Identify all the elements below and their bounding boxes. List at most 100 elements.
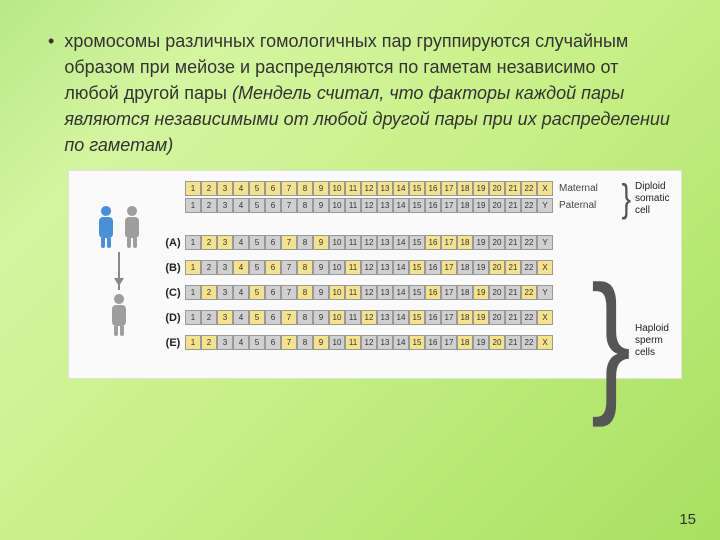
haploid-label: Haploid sperm cells: [635, 323, 677, 359]
gamete-row-c: (C)12345678910111213141516171819202122Y: [161, 285, 598, 300]
chrom-cell: 3: [217, 285, 233, 300]
chrom-cell: 15: [409, 235, 425, 250]
chrom-cell: 3: [217, 198, 233, 213]
chrom-cell: 8: [297, 235, 313, 250]
chrom-cell: 14: [393, 181, 409, 196]
chrom-cell: 7: [281, 335, 297, 350]
chrom-cell: 9: [313, 285, 329, 300]
chrom-cell: 9: [313, 198, 329, 213]
chrom-cell: 19: [473, 310, 489, 325]
chrom-cell: 1: [185, 285, 201, 300]
chrom-cell: 6: [265, 235, 281, 250]
chrom-cell: 7: [281, 235, 297, 250]
maternal-row: 12345678910111213141516171819202122X Mat…: [161, 181, 598, 196]
chrom-cell: 3: [217, 181, 233, 196]
chrom-cell: 18: [457, 235, 473, 250]
chrom-cell: 2: [201, 310, 217, 325]
chrom-cell: 3: [217, 310, 233, 325]
paternal-row: 12345678910111213141516171819202122Y Pat…: [161, 198, 598, 213]
chrom-cell: 7: [281, 260, 297, 275]
chrom-cell: 14: [393, 235, 409, 250]
chrom-cell: 6: [265, 285, 281, 300]
chrom-cell: 13: [377, 285, 393, 300]
row-label: (E): [161, 337, 185, 349]
chrom-cell: 4: [233, 260, 249, 275]
chrom-cell: 21: [505, 181, 521, 196]
chrom-cell: 4: [233, 335, 249, 350]
row-label: (A): [161, 237, 185, 249]
chrom-cell: 7: [281, 310, 297, 325]
sex-chrom-cell: X: [537, 335, 553, 350]
chrom-cell: 18: [457, 181, 473, 196]
chrom-cell: 11: [345, 181, 361, 196]
gamete-row-d: (D)12345678910111213141516171819202122X: [161, 310, 598, 325]
chrom-cell: 6: [265, 310, 281, 325]
chrom-cell: 15: [409, 260, 425, 275]
chrom-cell: 15: [409, 285, 425, 300]
chrom-cell: 13: [377, 235, 393, 250]
chrom-cell: 19: [473, 235, 489, 250]
chrom-cell: 3: [217, 235, 233, 250]
chrom-cell: 5: [249, 181, 265, 196]
chrom-cell: 2: [201, 285, 217, 300]
chrom-cell: 14: [393, 198, 409, 213]
father-icon: [119, 206, 145, 248]
chrom-cell: 6: [265, 335, 281, 350]
chrom-cell: 4: [233, 310, 249, 325]
paternal-label: Paternal: [559, 200, 596, 211]
chrom-cell: 11: [345, 310, 361, 325]
chrom-cell: 10: [329, 335, 345, 350]
chrom-cell: 12: [361, 285, 377, 300]
chrom-cell: 20: [489, 235, 505, 250]
chrom-cell: 4: [233, 285, 249, 300]
chrom-cell: 12: [361, 310, 377, 325]
chrom-cell: 13: [377, 181, 393, 196]
chrom-cell: 6: [265, 260, 281, 275]
chrom-cell: 14: [393, 260, 409, 275]
chrom-cell: 2: [201, 235, 217, 250]
row-label: (B): [161, 262, 185, 274]
chrom-cell: 5: [249, 310, 265, 325]
chrom-cell: 12: [361, 235, 377, 250]
chrom-cell: 15: [409, 310, 425, 325]
chrom-cell: 22: [521, 335, 537, 350]
chrom-cell: 4: [233, 181, 249, 196]
chrom-cell: 12: [361, 181, 377, 196]
chrom-cell: 3: [217, 335, 233, 350]
page-number: 15: [679, 511, 696, 528]
sex-chrom-cell: Y: [537, 198, 553, 213]
chrom-cell: 5: [249, 285, 265, 300]
chrom-cell: 9: [313, 260, 329, 275]
bullet-text: хромосомы различных гомологичных пар гру…: [64, 28, 672, 158]
chrom-cell: 17: [441, 260, 457, 275]
chrom-cell: 1: [185, 181, 201, 196]
chrom-cell: 18: [457, 285, 473, 300]
chrom-cell: 13: [377, 198, 393, 213]
chrom-cell: 8: [297, 181, 313, 196]
chrom-cell: 22: [521, 310, 537, 325]
chrom-cell: 8: [297, 285, 313, 300]
chrom-cell: 9: [313, 181, 329, 196]
chrom-cell: 5: [249, 260, 265, 275]
chrom-cell: 17: [441, 198, 457, 213]
bullet-item: • хромосомы различных гомологичных пар г…: [48, 28, 672, 158]
chrom-cell: 15: [409, 181, 425, 196]
chrom-cell: 4: [233, 235, 249, 250]
arrow-down-icon: [118, 252, 120, 290]
chrom-cell: 21: [505, 310, 521, 325]
chrom-cell: 20: [489, 260, 505, 275]
maternal-label: Maternal: [559, 183, 598, 194]
row-label: (D): [161, 312, 185, 324]
sex-chrom-cell: X: [537, 181, 553, 196]
chrom-cell: 20: [489, 181, 505, 196]
chrom-cell: 2: [201, 198, 217, 213]
chrom-cell: 17: [441, 310, 457, 325]
chrom-cell: 17: [441, 181, 457, 196]
chrom-cell: 12: [361, 335, 377, 350]
chrom-cell: 20: [489, 310, 505, 325]
chrom-cell: 16: [425, 335, 441, 350]
chrom-cell: 10: [329, 198, 345, 213]
chrom-cell: 8: [297, 335, 313, 350]
row-label: (C): [161, 287, 185, 299]
chrom-cell: 16: [425, 260, 441, 275]
